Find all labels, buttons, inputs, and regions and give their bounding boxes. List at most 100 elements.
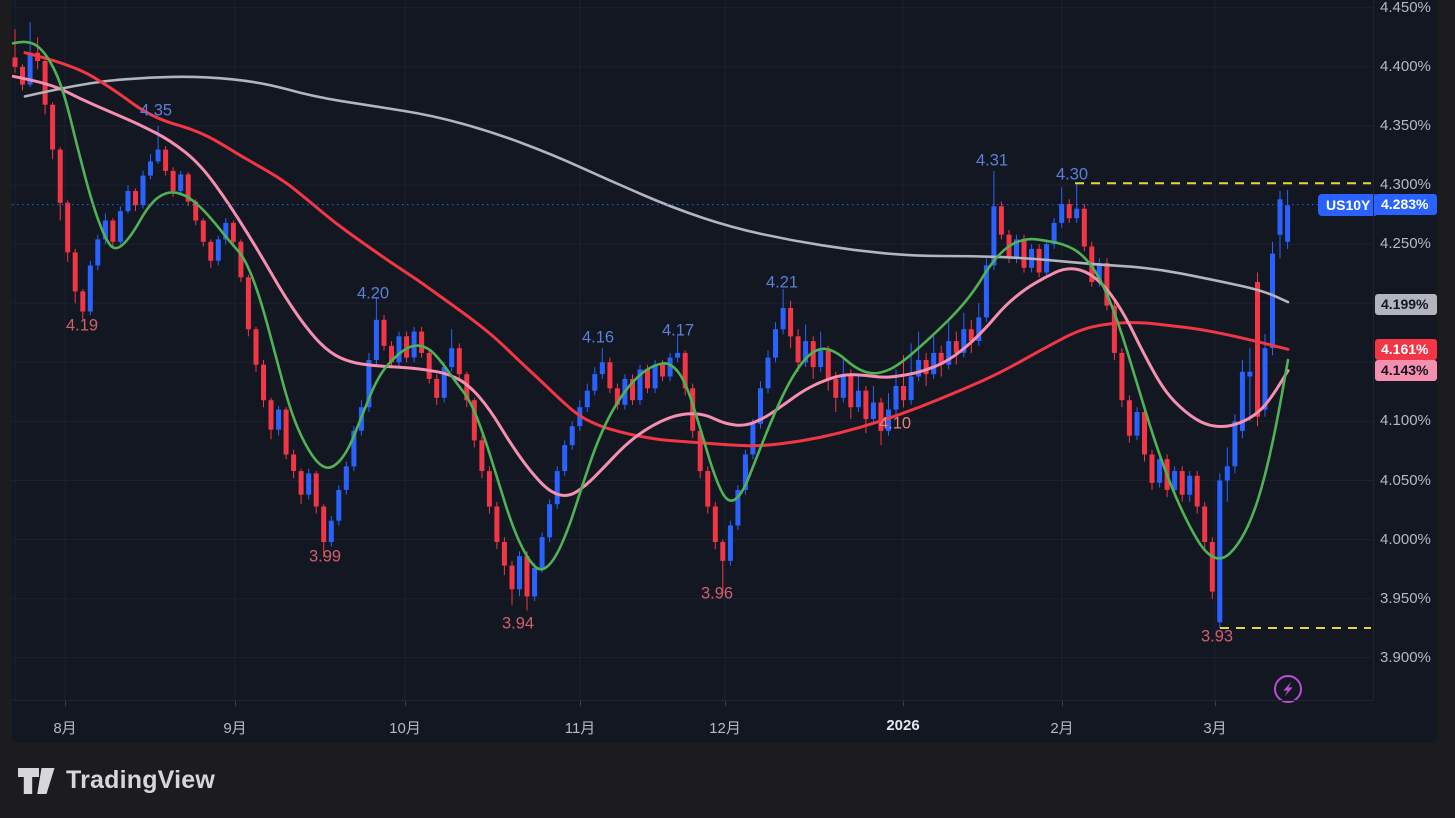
candle-body <box>155 149 161 162</box>
candle-body <box>80 291 86 312</box>
candle-body <box>848 374 854 408</box>
symbol-label: US10Y <box>1318 193 1379 216</box>
candle-body <box>592 374 598 391</box>
candle-body <box>961 329 967 353</box>
price-annotation: 4.31 <box>976 152 1008 170</box>
candle-body <box>946 341 952 365</box>
candle-body <box>1224 466 1230 481</box>
candle-body <box>1081 208 1087 247</box>
candle-body <box>833 378 839 398</box>
candle-body <box>908 376 914 401</box>
candle-body <box>117 211 123 242</box>
candle-body <box>1255 282 1260 417</box>
candle-body <box>1247 371 1253 377</box>
candle-body <box>893 386 899 410</box>
time-tick <box>405 701 406 706</box>
candle-body <box>306 473 312 495</box>
candle-body <box>351 430 357 467</box>
candle-body <box>697 430 703 472</box>
candle-body <box>419 331 425 353</box>
current-price-badge: 4.283% <box>1375 194 1437 216</box>
candle-body <box>1111 305 1117 353</box>
price-annotation: 3.96 <box>701 585 733 603</box>
price-tick-label: 4.050% <box>1380 471 1431 489</box>
tradingview-logo-icon <box>18 767 55 794</box>
candle-body <box>434 378 440 398</box>
price-annotation: 4.10 <box>879 415 911 433</box>
candle-body <box>223 222 229 240</box>
tradingview-logo[interactable]: TradingView <box>18 766 215 795</box>
candle-body <box>1066 204 1072 219</box>
candle-body <box>133 191 138 206</box>
price-annotation: 4.20 <box>357 285 389 303</box>
candle-body <box>690 388 696 431</box>
time-tick <box>580 701 581 706</box>
candle-body <box>449 348 455 368</box>
candle-body <box>712 506 718 542</box>
candle-body <box>569 426 575 446</box>
candle-body <box>614 388 620 405</box>
candle-body <box>441 367 447 398</box>
candle-body <box>193 201 199 221</box>
candle-body <box>200 220 206 242</box>
candle-body <box>1021 239 1027 268</box>
price-tick-label: 4.100% <box>1380 412 1431 430</box>
price-tick-label: 4.350% <box>1380 117 1431 134</box>
candle-body <box>780 308 786 330</box>
candle-body <box>765 357 771 389</box>
candle-body <box>584 390 590 408</box>
price-annotation: 4.35 <box>140 102 172 120</box>
ma-mid-pink-line <box>12 74 1290 497</box>
lightning-button[interactable] <box>1274 675 1302 703</box>
candle-body <box>863 390 869 420</box>
time-axis-label: 11月 <box>564 720 596 737</box>
price-annotation: 3.94 <box>502 615 534 633</box>
candle-body <box>125 191 131 212</box>
time-tick <box>65 701 66 706</box>
candle-body <box>313 473 319 507</box>
candle-body <box>1059 204 1065 223</box>
candle-body <box>735 490 741 526</box>
candle-body <box>825 350 831 379</box>
candle-body <box>705 471 711 507</box>
candle-body <box>976 317 982 341</box>
lightning-bolt-icon <box>1283 681 1293 697</box>
ma-slow-red-line <box>23 51 1290 448</box>
candle-body <box>517 556 522 590</box>
time-tick <box>1062 701 1063 706</box>
price-tick-label: 4.300% <box>1380 176 1431 194</box>
symbol-label-text: US10Y <box>1326 196 1371 213</box>
candle-body <box>742 454 748 490</box>
candle-body <box>1126 400 1132 436</box>
candle-body <box>1285 205 1291 242</box>
candle-body <box>539 537 545 568</box>
candle-body <box>291 454 297 471</box>
candle-body <box>886 409 891 431</box>
candle-body <box>630 378 635 401</box>
candle-body <box>72 252 78 292</box>
candle-body <box>1134 412 1140 436</box>
candle-body <box>524 556 530 597</box>
price-axis[interactable]: 4.450%4.400%4.350%4.300%4.250%4.200%4.15… <box>1373 0 1437 700</box>
price-chart-canvas[interactable]: 4.35 4.19 4.20 3.99 3.94 4.16 4.17 3.96 4.21 4.10… <box>12 0 1373 743</box>
candle-body <box>998 206 1004 235</box>
candle-body <box>20 66 25 85</box>
candle-body <box>1149 454 1155 483</box>
candle-body <box>1157 459 1163 483</box>
candle-body <box>268 400 274 430</box>
time-axis-label: 10月 <box>389 720 421 737</box>
candle-body <box>916 360 922 377</box>
ma-long-badge: 4.199% <box>1375 293 1437 315</box>
price-annotation: 4.19 <box>66 317 98 335</box>
candle-body <box>110 220 116 242</box>
time-axis[interactable]: 8月 9月 10月 11月 12月 2026 2月 3月 <box>12 700 1373 743</box>
candle-body <box>878 402 884 431</box>
candle-body <box>1172 471 1178 490</box>
candle-body <box>901 386 906 401</box>
candle-body <box>1179 471 1185 495</box>
candle-body <box>389 345 394 363</box>
candle-body <box>366 360 372 408</box>
candle-body <box>163 149 169 171</box>
candle-body <box>803 341 809 363</box>
candle-body <box>682 352 688 389</box>
